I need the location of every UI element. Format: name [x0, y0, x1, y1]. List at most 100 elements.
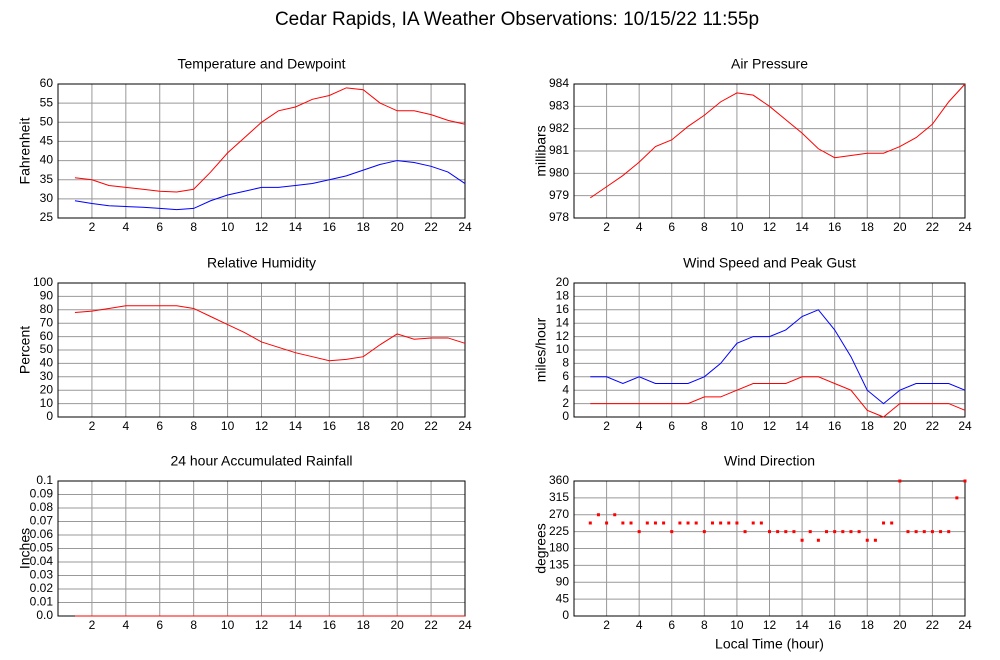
x-tick-label: 18: [357, 419, 371, 433]
x-tick-label: 18: [861, 220, 875, 234]
y-tick-label: 4: [562, 382, 569, 396]
data-point: [605, 521, 609, 525]
x-tick-label: 6: [156, 618, 163, 632]
data-point: [792, 530, 796, 534]
y-tick-label: 0.09: [30, 487, 54, 501]
y-axis-label: millibars: [533, 125, 549, 176]
y-tick-label: 80: [40, 302, 54, 316]
data-point: [670, 530, 674, 534]
y-tick-label: 30: [40, 191, 54, 205]
x-tick-label: 16: [323, 419, 337, 433]
y-tick-label: 50: [40, 342, 54, 356]
chart-title: Air Pressure: [731, 56, 808, 72]
y-tick-label: 0: [562, 608, 569, 622]
y-tick-label: 360: [549, 473, 569, 487]
data-point: [873, 538, 877, 542]
data-point: [841, 530, 845, 534]
y-tick-label: 180: [549, 541, 569, 555]
y-tick-label: 20: [556, 275, 570, 289]
data-point: [621, 521, 625, 525]
plot-border: [57, 83, 466, 219]
x-tick-label: 2: [603, 618, 610, 632]
y-tick-label: 0.05: [30, 541, 54, 555]
x-tick-label: 4: [636, 419, 643, 433]
y-tick-label: 225: [549, 524, 569, 538]
chart-title: Relative Humidity: [207, 255, 316, 271]
data-line: [74, 160, 466, 211]
data-point: [596, 513, 600, 517]
x-tick-label: 8: [701, 618, 708, 632]
y-tick-label: 30: [40, 369, 54, 383]
y-axis-label: Inches: [17, 528, 33, 569]
y-tick-label: 8: [562, 356, 569, 370]
data-point: [963, 479, 967, 483]
data-point: [947, 530, 951, 534]
x-tick-label: 8: [190, 618, 197, 632]
x-tick-label: 12: [763, 220, 777, 234]
data-point: [833, 530, 837, 534]
x-tick-label: 14: [289, 618, 303, 632]
x-tick-label: 6: [156, 220, 163, 234]
data-point: [849, 530, 853, 534]
x-tick-label: 22: [424, 220, 438, 234]
y-tick-label: 10: [40, 396, 54, 410]
y-tick-label: 60: [40, 76, 54, 90]
data-point: [637, 530, 641, 534]
x-tick-label: 10: [730, 618, 744, 632]
y-tick-label: 982: [549, 121, 569, 135]
x-tick-label: 6: [156, 419, 163, 433]
x-tick-label: 12: [255, 419, 269, 433]
x-tick-label: 22: [424, 618, 438, 632]
y-tick-label: 0.08: [30, 500, 54, 514]
data-point: [865, 538, 869, 542]
plot-border: [573, 282, 966, 418]
x-tick-label: 12: [763, 618, 777, 632]
chart-title: 24 hour Accumulated Rainfall: [170, 453, 352, 469]
x-tick-label: 20: [893, 618, 907, 632]
data-point: [857, 530, 861, 534]
data-point: [719, 521, 723, 525]
x-tick-label: 16: [828, 618, 842, 632]
y-tick-label: 16: [556, 302, 570, 316]
x-tick-label: 12: [763, 419, 777, 433]
x-tick-label: 6: [668, 618, 675, 632]
x-tick-label: 22: [926, 220, 940, 234]
x-tick-label: 24: [458, 618, 472, 632]
x-tick-label: 10: [730, 419, 744, 433]
y-tick-label: 0.02: [30, 581, 54, 595]
data-point: [784, 530, 788, 534]
x-tick-label: 4: [122, 419, 129, 433]
y-tick-label: 90: [556, 574, 570, 588]
y-tick-label: 100: [33, 275, 53, 289]
x-tick-label: 16: [323, 618, 337, 632]
data-point: [645, 521, 649, 525]
x-tick-label: 4: [636, 618, 643, 632]
y-tick-label: 135: [549, 558, 569, 572]
y-tick-label: 0.1: [36, 473, 53, 487]
y-tick-label: 70: [40, 315, 54, 329]
y-tick-label: 983: [549, 99, 569, 113]
y-tick-label: 25: [40, 210, 54, 224]
x-tick-label: 10: [221, 220, 235, 234]
data-point: [629, 521, 633, 525]
x-tick-label: 24: [458, 419, 472, 433]
x-tick-label: 8: [190, 419, 197, 433]
data-point: [922, 530, 926, 534]
x-tick-label: 4: [636, 220, 643, 234]
x-tick-label: 20: [390, 618, 404, 632]
x-tick-label: 24: [958, 220, 972, 234]
data-line: [590, 83, 966, 199]
x-tick-label: 18: [357, 220, 371, 234]
y-axis-label: miles/hour: [533, 317, 549, 382]
x-tick-label: 16: [828, 220, 842, 234]
plot-border: [573, 480, 966, 617]
y-tick-label: 979: [549, 188, 569, 202]
x-tick-label: 10: [221, 419, 235, 433]
data-point: [588, 521, 592, 525]
x-tick-label: 20: [893, 220, 907, 234]
x-tick-label: 24: [458, 220, 472, 234]
data-point: [939, 530, 943, 534]
y-tick-label: 978: [549, 210, 569, 224]
data-point: [735, 521, 739, 525]
